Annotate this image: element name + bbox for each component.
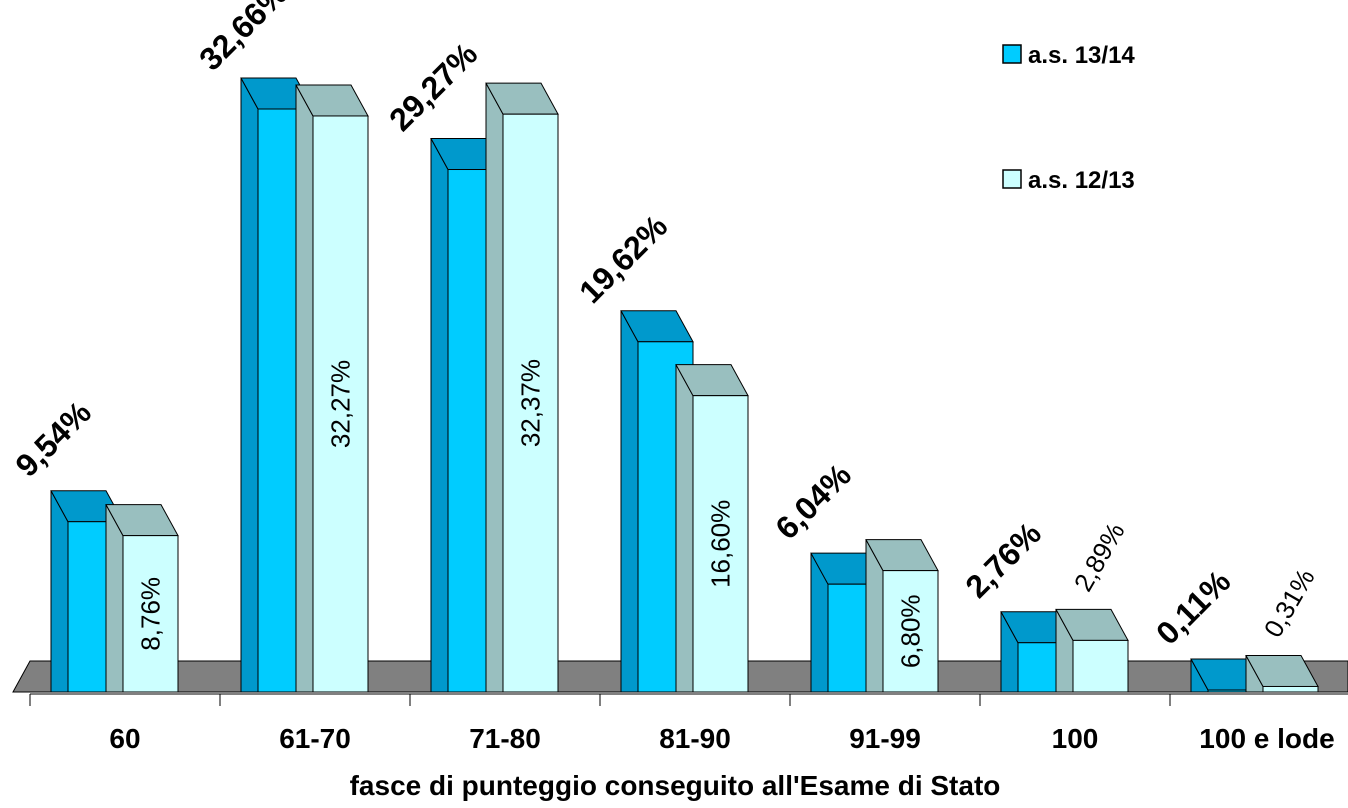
data-label-series-2: 6,80% xyxy=(896,594,926,668)
x-axis-title: fasce di punteggio conseguito all'Esame … xyxy=(350,770,1001,801)
legend-swatch-series-2 xyxy=(1002,169,1022,189)
data-label-series-1: 2,76% xyxy=(958,515,1048,605)
legend-swatch-series-1 xyxy=(1002,44,1022,64)
data-label-series-1: 29,27% xyxy=(382,36,484,138)
legend-label-series-2: a.s. 12/13 xyxy=(1028,167,1135,194)
data-label-series-2: 2,89% xyxy=(1068,517,1131,596)
category-label: 91-99 xyxy=(849,723,921,754)
data-label-series-1: 19,62% xyxy=(572,208,674,310)
bar-series-2-5 xyxy=(1055,608,1129,693)
category-label: 61-70 xyxy=(279,723,351,754)
category-label: 100 e lode xyxy=(1199,723,1334,754)
data-label-series-2: 32,27% xyxy=(326,360,356,448)
bar-series-2-4 xyxy=(865,539,939,693)
data-label-series-1: 0,11% xyxy=(1149,563,1237,651)
bar-series-2-3 xyxy=(675,364,749,693)
data-label-series-2: 8,76% xyxy=(136,577,166,651)
bar-series-2-0 xyxy=(105,504,179,693)
category-label: 71-80 xyxy=(469,723,541,754)
category-label: 81-90 xyxy=(659,723,731,754)
category-label: 100 xyxy=(1052,723,1099,754)
bar-series-2-1 xyxy=(295,84,369,693)
legend: a.s. 13/14 a.s. 12/13 xyxy=(1002,42,1135,194)
data-label-series-1: 32,66% xyxy=(192,0,294,77)
bar-series-2-2 xyxy=(485,82,559,693)
data-label-series-1: 6,04% xyxy=(768,457,858,547)
bar-series-2-6 xyxy=(1245,654,1319,693)
legend-label-series-1: a.s. 13/14 xyxy=(1028,42,1135,69)
category-label: 60 xyxy=(109,723,140,754)
data-label-series-1: 9,54% xyxy=(8,394,98,484)
data-label-series-2: 16,60% xyxy=(706,500,736,588)
data-label-series-2: 32,37% xyxy=(516,359,546,447)
data-label-series-2: 0,31% xyxy=(1258,564,1321,643)
